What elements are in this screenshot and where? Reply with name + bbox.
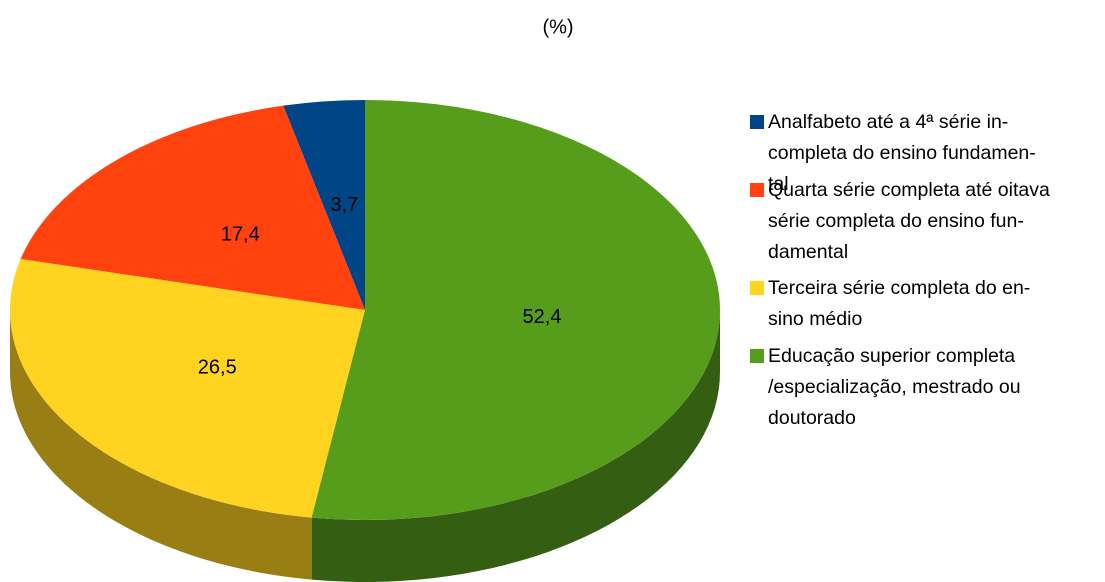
slice <box>9 259 366 518</box>
slice <box>311 100 721 520</box>
chart-title: (%) <box>542 16 573 38</box>
data-label: 26,5 <box>198 356 237 378</box>
data-label: 17,4 <box>221 224 260 246</box>
legend-label: Quarta série completa até oitava série c… <box>768 179 1050 263</box>
data-label: 52,4 <box>523 306 562 328</box>
legend-swatch <box>750 349 764 363</box>
legend-swatch <box>750 115 764 129</box>
data-label: 3,7 <box>331 194 359 216</box>
legend-swatch <box>750 183 764 197</box>
legend-label: Terceira série completa do en- sino médi… <box>768 277 1031 330</box>
legend-label: Analfabeto até a 4ª série in- completa d… <box>768 111 1036 195</box>
slice <box>20 105 365 310</box>
slice <box>283 100 365 310</box>
legend-label: Educação superior completa /especializaç… <box>768 345 1021 429</box>
legend-swatch <box>750 281 764 295</box>
slice-side <box>10 310 312 580</box>
slice-side <box>311 310 720 582</box>
